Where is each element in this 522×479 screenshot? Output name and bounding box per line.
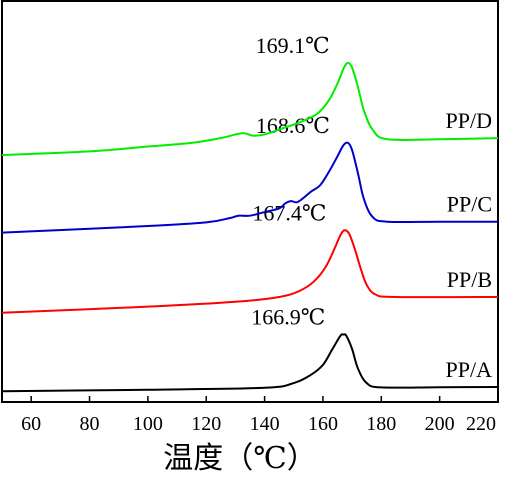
peak-temperature-label: 169.1℃: [256, 33, 330, 58]
x-tick-label: 200: [425, 413, 455, 435]
plot-frame: [1, 0, 499, 403]
series-line-pp-b: [1, 229, 499, 314]
series-label: PP/C: [447, 192, 492, 217]
x-axis-ticks: [30, 396, 499, 402]
series-label: PP/D: [446, 108, 492, 133]
series-line-pp-d: [1, 61, 499, 157]
x-axis-label: 温度（℃）: [163, 442, 317, 475]
peak-temperature-label: 166.9℃: [251, 305, 325, 330]
x-tick-label: 120: [191, 413, 221, 435]
x-tick-label: 100: [133, 413, 163, 435]
x-tick-label: 160: [308, 413, 338, 435]
x-tick-label: 180: [366, 413, 396, 435]
x-tick-label: 220: [466, 413, 496, 435]
series-label: PP/A: [446, 357, 493, 382]
x-tick-label: 60: [21, 413, 41, 435]
series-label: PP/B: [447, 267, 492, 292]
x-tick-label: 140: [250, 413, 280, 435]
x-axis-tick-labels: 60 80 100 120 140 160 180 200 220: [21, 413, 496, 435]
x-tick-label: 80: [80, 413, 100, 435]
series-line-pp-a: [1, 333, 499, 393]
series-line-pp-c: [1, 141, 498, 234]
